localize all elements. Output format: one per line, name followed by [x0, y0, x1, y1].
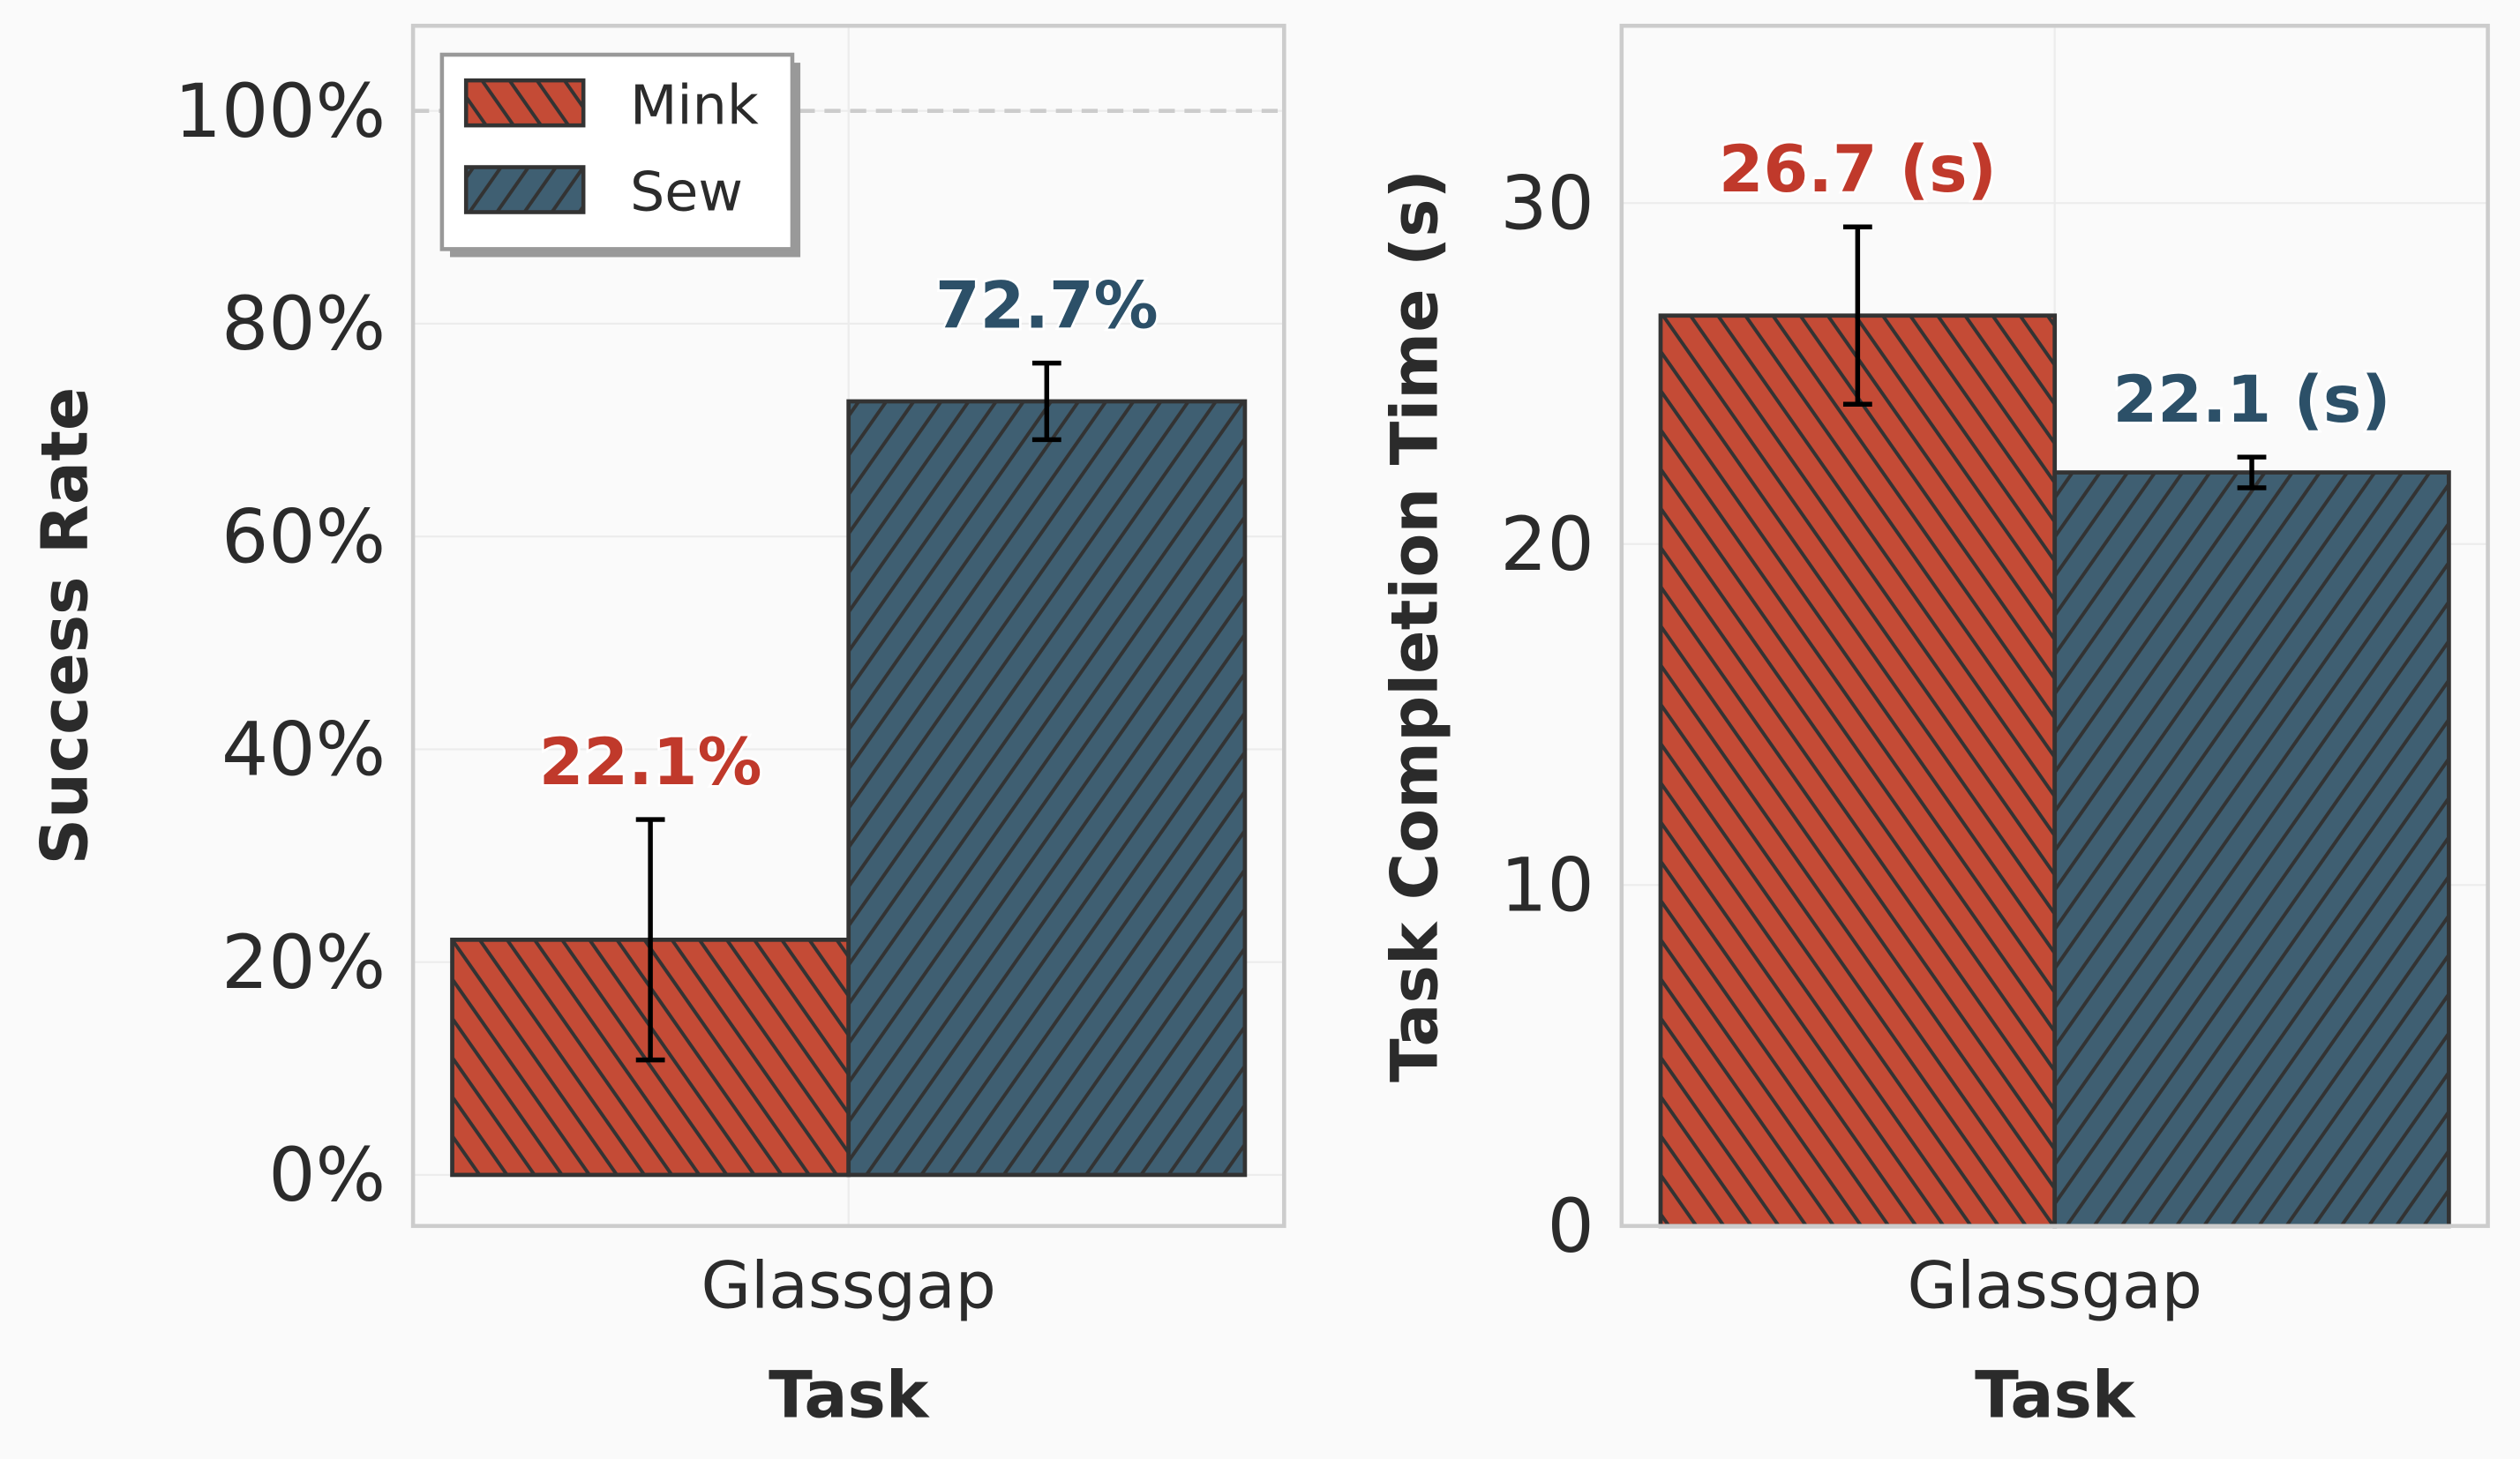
y-tick-label: 10 [1500, 842, 1594, 928]
bar-sew [2052, 470, 2451, 1229]
bar-sew [846, 399, 1248, 1178]
y-tick-label: 30 [1500, 160, 1594, 246]
legend: Mink Sew [439, 52, 801, 258]
data-label: 22.1 (s) [2113, 363, 2391, 438]
axes-frame [410, 23, 1286, 1229]
legend-label: Sew [630, 161, 743, 224]
y-tick-label: 80% [221, 281, 386, 367]
legend-swatch-mink [463, 78, 586, 128]
x-axis-label: Task [769, 1358, 930, 1433]
axes-frame [1619, 23, 2490, 1229]
x-tick-label: Glassgap [1908, 1249, 2202, 1324]
legend-swatch-sew [463, 165, 586, 214]
data-label: 22.1% [539, 725, 762, 800]
data-label: 26.7 (s) [1719, 132, 1997, 207]
y-tick-label: 100% [175, 68, 386, 154]
x-tick-label: Glassgap [701, 1249, 996, 1324]
y-tick-label: 0 [1548, 1183, 1594, 1269]
y-tick-label: 0% [268, 1132, 386, 1218]
y-axis-label: Success Rate [27, 387, 102, 865]
legend-label: Mink [630, 73, 759, 137]
y-tick-label: 20% [221, 919, 386, 1006]
y-tick-label: 20 [1500, 501, 1594, 587]
y-axis-label: Task Completion Time (s) [1377, 169, 1452, 1082]
y-tick-label: 40% [221, 707, 386, 793]
bar-mink [1658, 313, 2058, 1229]
y-tick-label: 60% [221, 493, 386, 580]
panel-2: 0 10 20 30 26.7 (s) 22.1 (s) Glassgap Task Task … [1377, 23, 2490, 1433]
panel-1: 0% 20% 40% 60% 80% 100% 22.1% 72.7% Glassgap Task… [27, 23, 1286, 1433]
data-label: 72.7% [935, 269, 1159, 344]
x-axis-label: Task [1975, 1358, 2136, 1433]
